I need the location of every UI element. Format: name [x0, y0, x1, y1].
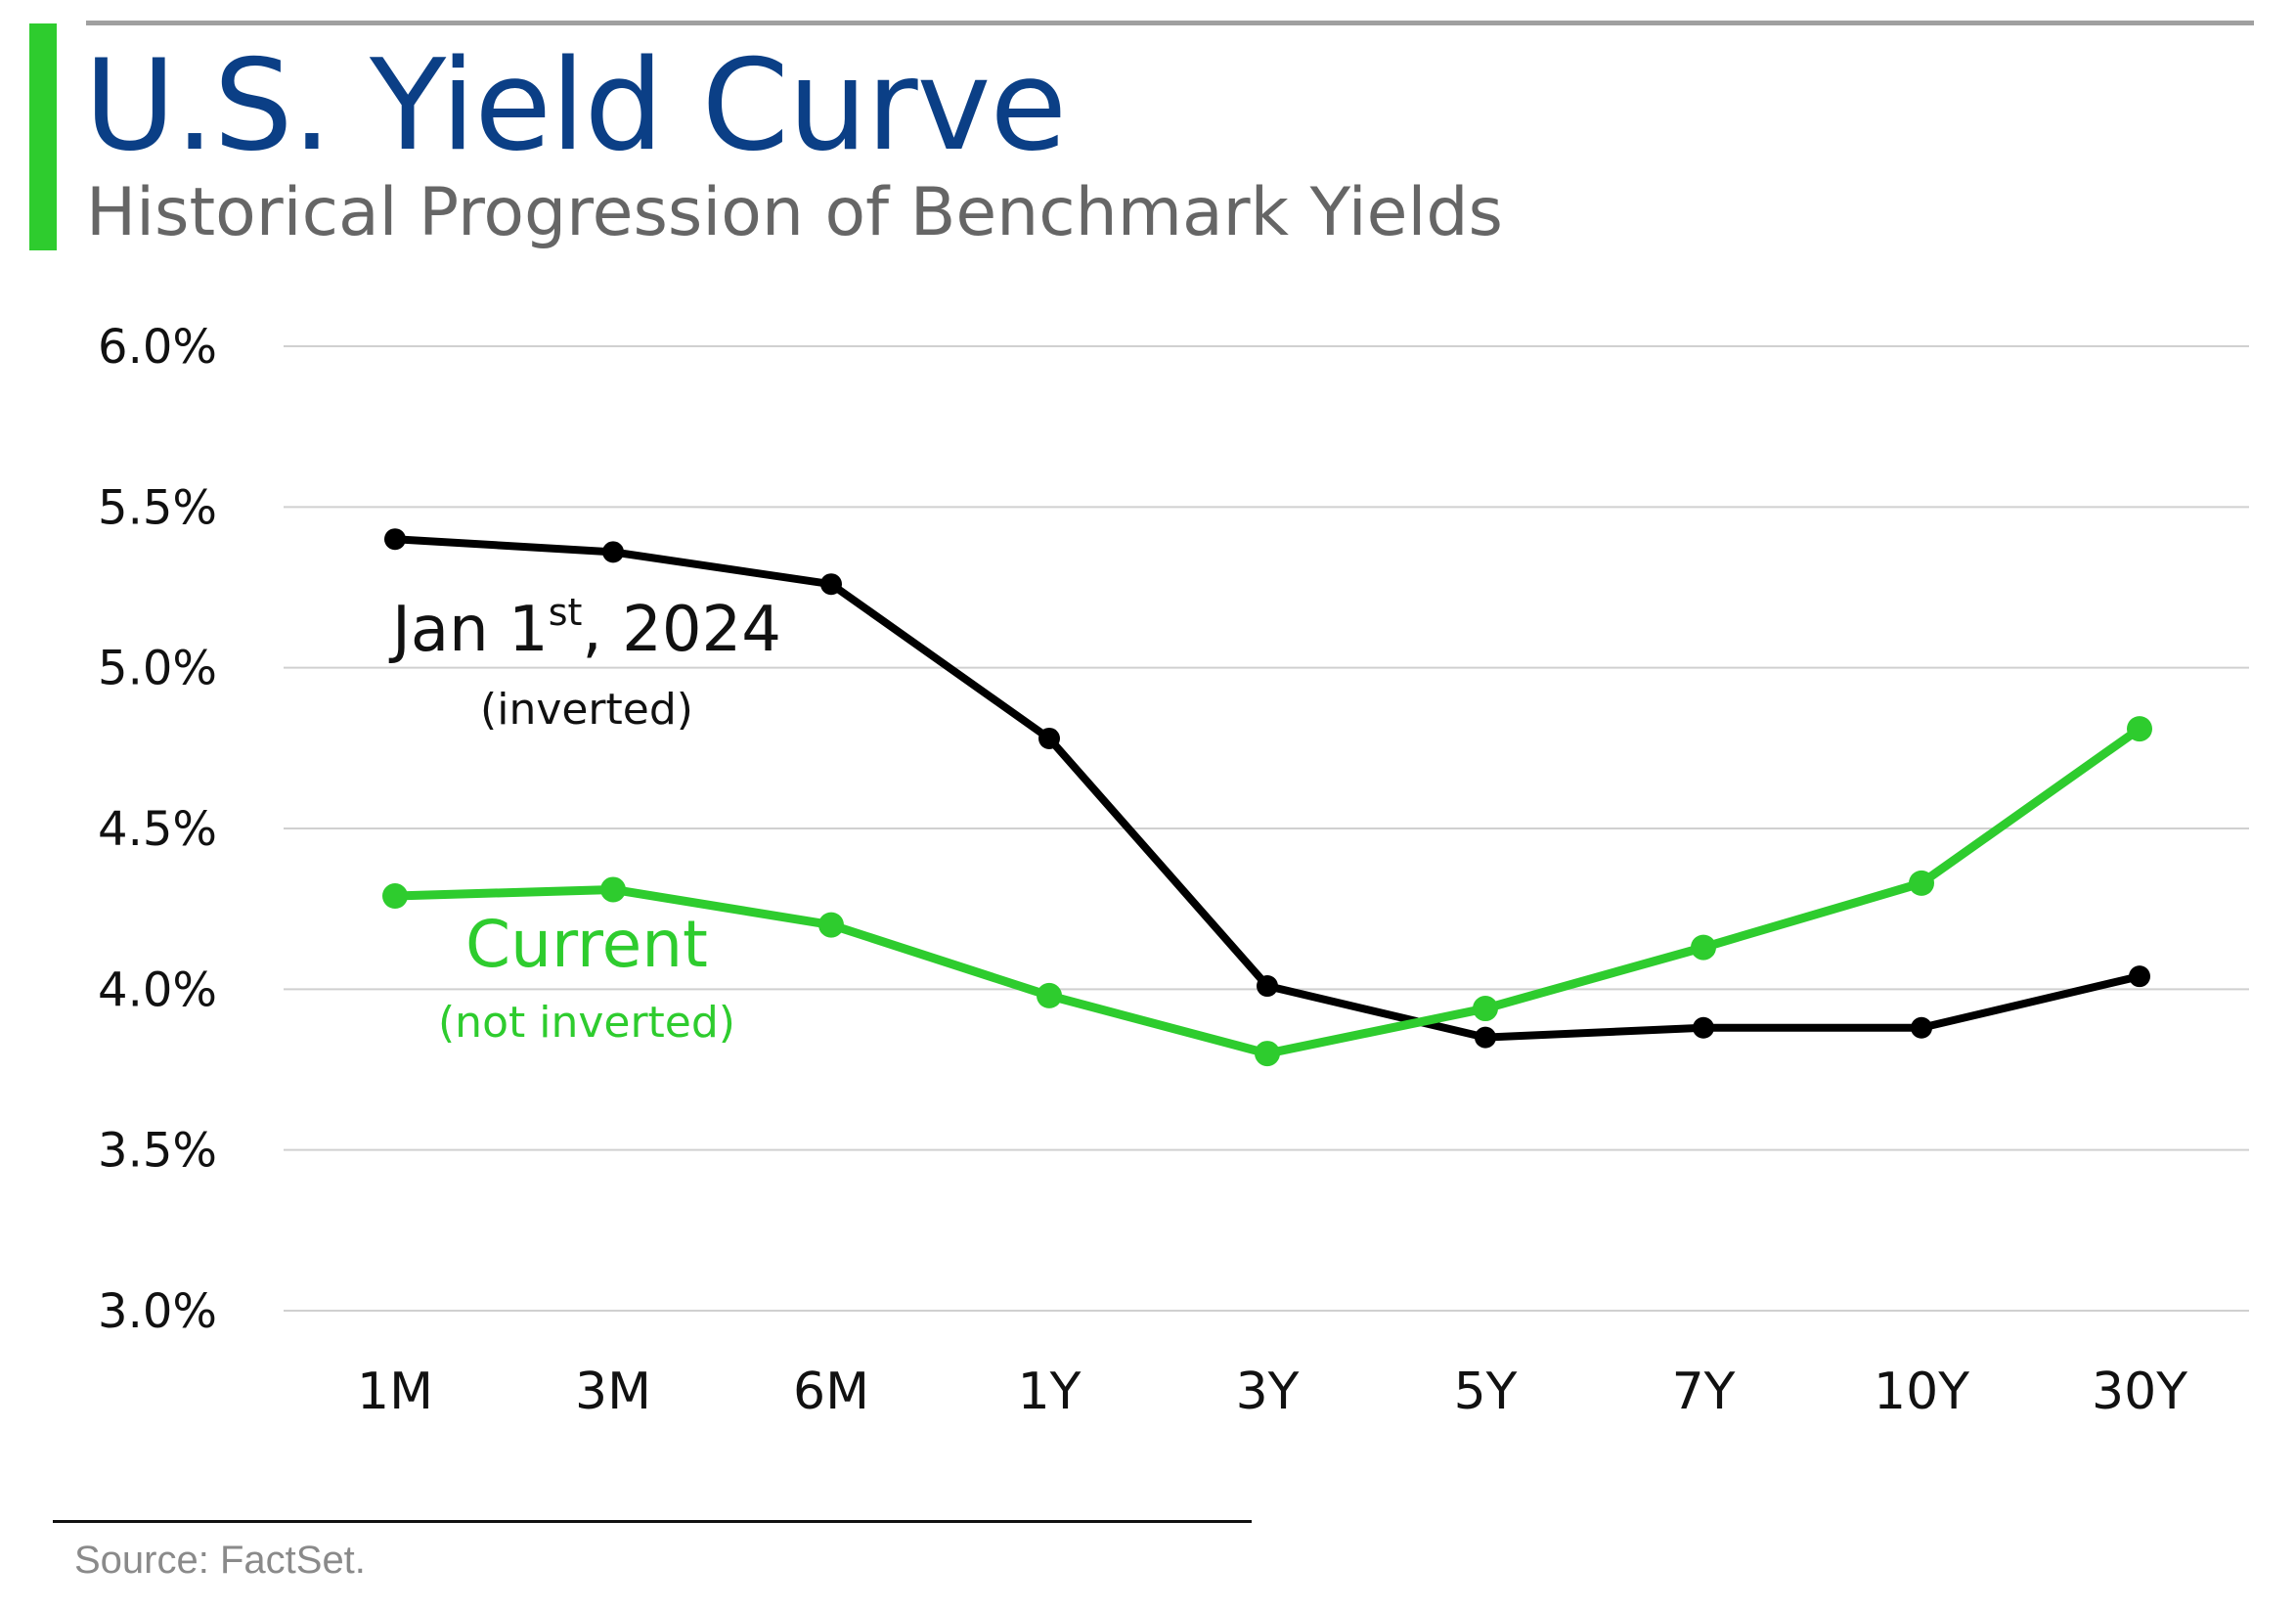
y-tick-label: 4.0%	[98, 962, 217, 1017]
y-tick-label: 5.5%	[98, 480, 217, 535]
chart-title: U.S. Yield Curve	[84, 33, 1067, 179]
data-point	[384, 528, 406, 551]
data-point	[382, 883, 408, 910]
gridlines	[284, 345, 2249, 1312]
source-note: Source: FactSet.	[74, 1539, 366, 1582]
x-tick-label: 1M	[357, 1363, 433, 1421]
x-tick-label: 6M	[793, 1363, 869, 1421]
y-tick-label: 4.5%	[98, 802, 217, 857]
data-point	[1475, 1026, 1496, 1049]
data-point	[1037, 982, 1062, 1008]
data-point	[1255, 1041, 1280, 1067]
x-tick-label: 5Y	[1454, 1363, 1518, 1421]
x-tick-label: 10Y	[1874, 1363, 1969, 1421]
y-tick-label: 3.5%	[98, 1124, 217, 1179]
data-point	[600, 876, 626, 903]
current-series-label: Current	[465, 907, 708, 982]
x-tick-label: 1Y	[1018, 1363, 1082, 1421]
x-tick-label: 7Y	[1672, 1363, 1736, 1421]
jan-series-label: Jan 1st, 2024	[388, 591, 781, 666]
x-tick-label: 3Y	[1236, 1363, 1300, 1421]
data-point	[602, 541, 624, 563]
data-point	[820, 573, 842, 596]
current-series-note: (not inverted)	[438, 998, 735, 1048]
y-tick-label: 5.0%	[98, 642, 217, 696]
x-tick-label: 30Y	[2092, 1363, 2187, 1421]
series-current	[382, 716, 2152, 1067]
jan-series-note: (inverted)	[480, 685, 693, 735]
data-point	[818, 912, 844, 938]
data-point	[2129, 965, 2150, 988]
data-point	[2127, 716, 2152, 742]
y-tick-label: 3.0%	[98, 1284, 217, 1339]
chart-subtitle: Historical Progression of Benchmark Yiel…	[86, 174, 1503, 251]
series-jan-2024	[384, 528, 2150, 1049]
title-accent-bar	[29, 23, 57, 250]
source-rule	[53, 1520, 1252, 1523]
data-point	[1909, 870, 1934, 896]
annotations: Jan 1st, 2024 (inverted) Current (not in…	[388, 591, 781, 1048]
y-axis-ticks: 3.0% 3.5% 4.0% 4.5% 5.0% 5.5% 6.0%	[98, 320, 217, 1339]
data-point	[1473, 996, 1498, 1022]
x-tick-label: 3M	[575, 1363, 651, 1421]
y-tick-label: 6.0%	[98, 320, 217, 375]
data-point	[1257, 975, 1278, 998]
top-rule	[86, 21, 2254, 25]
x-axis-ticks: 1M 3M 6M 1Y 3Y 5Y 7Y 10Y 30Y	[357, 1363, 2187, 1421]
data-point	[1693, 1016, 1714, 1039]
data-point	[1911, 1016, 1932, 1039]
data-point	[1038, 727, 1060, 749]
series	[382, 528, 2152, 1067]
data-point	[1691, 934, 1716, 961]
